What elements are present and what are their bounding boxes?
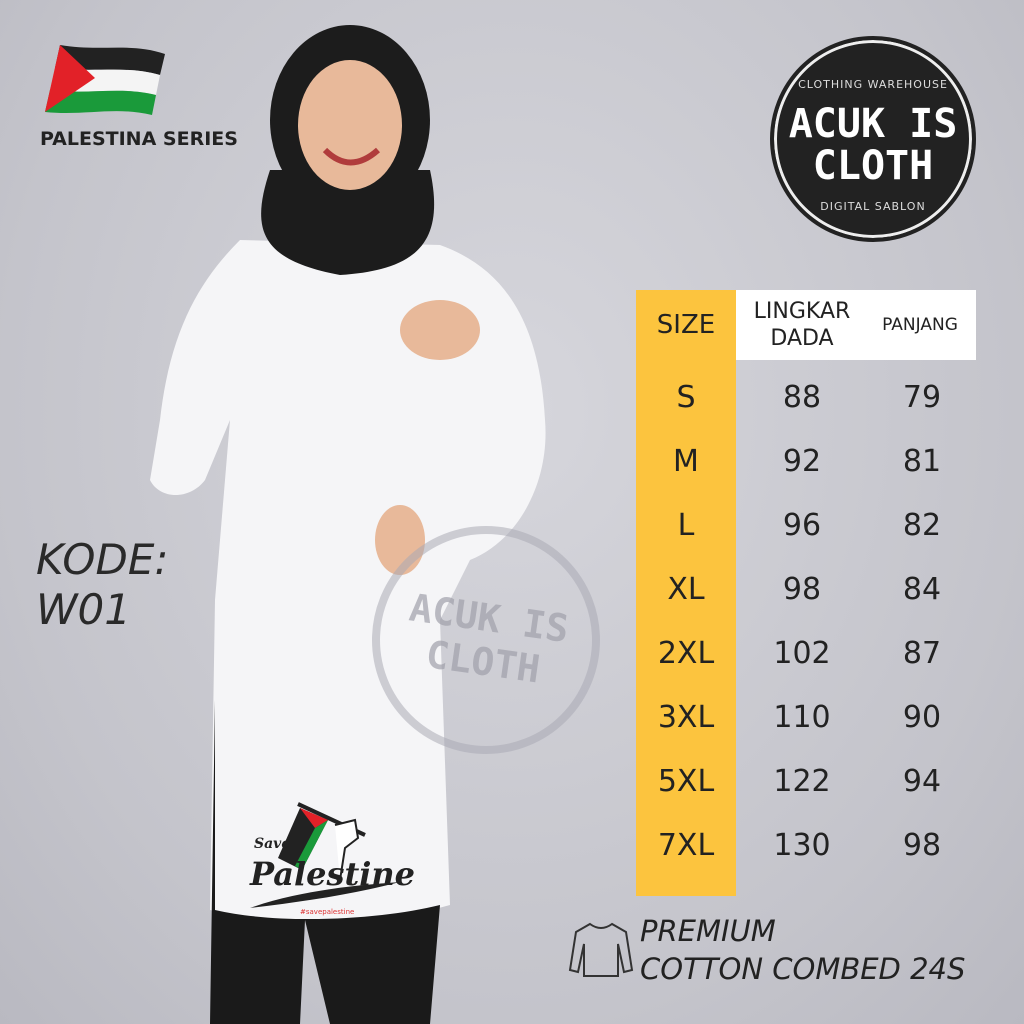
header-lingkar-dada: LINGKAR DADA (753, 299, 851, 351)
material-line1: PREMIUM (640, 914, 776, 948)
cell-size: M (673, 444, 699, 479)
cell-size: XL (667, 572, 705, 607)
palestine-flag-icon (45, 45, 165, 115)
cell-size: S (676, 380, 696, 415)
cell-panjang: 84 (902, 572, 942, 607)
cell-panjang: 81 (902, 444, 942, 479)
cell-panjang: 82 (902, 508, 942, 543)
cell-panjang: 79 (902, 380, 942, 415)
cell-lingkar-dada: 88 (782, 380, 822, 415)
tshirt-icon (568, 922, 634, 977)
kode-label: KODE: (36, 535, 169, 584)
cell-panjang: 90 (902, 700, 942, 735)
cell-lingkar-dada: 110 (773, 700, 831, 735)
cell-panjang: 94 (902, 764, 942, 799)
size-column-bg (636, 290, 736, 896)
header-bg (736, 290, 976, 360)
print-save: Save (254, 836, 291, 852)
print-palestine: Palestine (250, 855, 416, 893)
header-panjang: PANJANG (882, 315, 958, 335)
cell-lingkar-dada: 98 (782, 572, 822, 607)
cell-panjang: 98 (902, 828, 942, 863)
watermark-logo: ACUK IS CLOTH (372, 526, 600, 754)
logo-top-text: CLOTHING WAREHOUSE (798, 78, 948, 91)
cell-lingkar-dada: 102 (773, 636, 831, 671)
cell-size: 5XL (657, 764, 715, 799)
kode-value: W01 (36, 585, 131, 634)
flag-fist-icon (250, 802, 400, 908)
cell-lingkar-dada: 96 (782, 508, 822, 543)
header-size: SIZE (656, 310, 716, 340)
brand-logo: CLOTHING WAREHOUSE ACUK IS CLOTH DIGITAL… (770, 36, 976, 242)
product-code: KODE: W01 (36, 535, 169, 635)
cell-size: L (677, 508, 695, 543)
material-line2: COTTON COMBED 24S (640, 952, 966, 986)
logo-bottom-text: DIGITAL SABLON (820, 200, 926, 213)
cell-size: 7XL (657, 828, 715, 863)
cell-lingkar-dada: 130 (773, 828, 831, 863)
cell-panjang: 87 (902, 636, 942, 671)
material-label: PREMIUM COTTON COMBED 24S (640, 912, 965, 988)
logo-name-line1: ACUK IS (788, 101, 958, 147)
logo-name-line2: CLOTH (812, 143, 934, 189)
cell-size: 3XL (657, 700, 715, 735)
save-palestine-print: Save Palestine #savepalestine (240, 790, 415, 920)
series-label: PALESTINA SERIES (40, 128, 238, 150)
cell-lingkar-dada: 92 (782, 444, 822, 479)
cell-size: 2XL (657, 636, 715, 671)
cell-lingkar-dada: 122 (773, 764, 831, 799)
print-hashtag: #savepalestine (300, 908, 355, 916)
